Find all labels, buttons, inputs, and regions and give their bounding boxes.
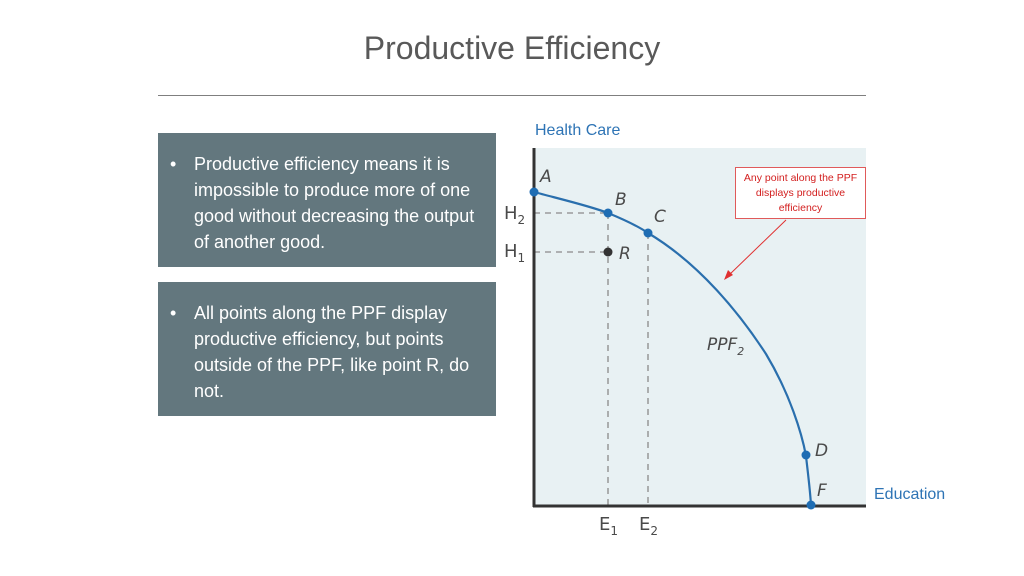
curve-label: PPF2 [707, 335, 744, 358]
y-tick-h1: H1 [504, 241, 525, 265]
title-divider [158, 95, 866, 96]
point-label-f: F [817, 481, 827, 501]
bullet-text-2: All points along the PPF display product… [194, 303, 470, 401]
x-tick-e1-main: E [599, 514, 610, 535]
x-tick-e1-sub: 1 [610, 524, 618, 538]
y-tick-h2: H2 [504, 203, 525, 227]
y-tick-h1-sub: 1 [518, 251, 526, 265]
x-tick-e2-main: E [639, 514, 650, 535]
point-label-b: B [615, 190, 627, 210]
bullet-box-ppf-points: All points along the PPF display product… [158, 282, 496, 416]
x-tick-e2-sub: 2 [650, 524, 658, 538]
point-label-c: C [654, 207, 666, 227]
y-axis-label: Health Care [535, 122, 621, 139]
point-b [603, 208, 613, 218]
point-d [801, 450, 811, 460]
y-tick-h1-main: H [504, 241, 518, 262]
point-f [806, 500, 816, 510]
bullet-box-productive-efficiency: Productive efficiency means it is imposs… [158, 133, 496, 267]
x-tick-e2: E2 [639, 514, 658, 538]
annotation-arrow [727, 219, 787, 277]
curve-label-sub: 2 [737, 345, 744, 358]
bullet-text-1: Productive efficiency means it is imposs… [194, 154, 475, 252]
x-tick-e1: E1 [599, 514, 618, 538]
point-label-d: D [815, 441, 828, 461]
point-r [603, 247, 613, 257]
y-tick-h2-sub: 2 [518, 213, 526, 227]
x-axis-label: Education [874, 486, 946, 503]
curve-label-main: PPF [707, 335, 738, 355]
slide-title: Productive Efficiency [363, 30, 661, 66]
annotation-callout: Any point along the PPF displays product… [735, 167, 866, 219]
annotation-arrowhead [724, 270, 733, 280]
y-tick-h2-main: H [504, 203, 518, 224]
annotation-text: Any point along the PPF displays product… [743, 172, 858, 214]
point-label-r: R [619, 244, 631, 264]
point-c [643, 228, 653, 238]
point-label-a: A [539, 167, 552, 187]
point-a [529, 187, 539, 197]
guide-lines [534, 212, 649, 506]
